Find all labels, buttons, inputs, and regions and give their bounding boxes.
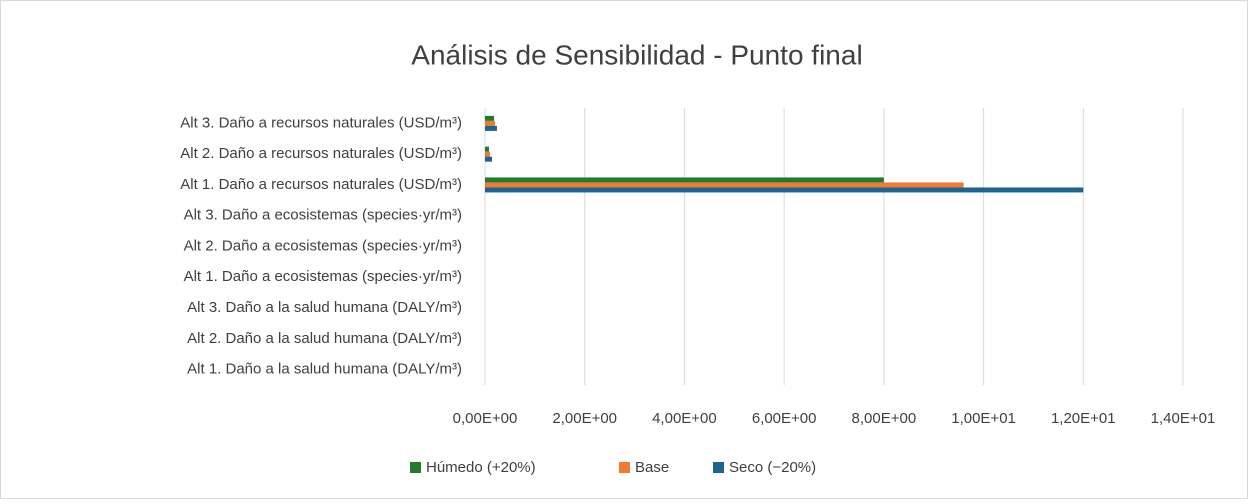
y-tick-label: Alt 3. Daño a la salud humana (DALY/m³) <box>187 299 462 316</box>
x-tick-label: 2,00E+00 <box>552 410 617 427</box>
x-tick-label: 1,20E+01 <box>1051 410 1116 427</box>
x-tick-label: 6,00E+00 <box>752 410 817 427</box>
x-tick-label: 1,40E+01 <box>1151 410 1216 427</box>
legend-swatch <box>619 462 630 473</box>
bar <box>485 125 497 131</box>
chart-title: Análisis de Sensibilidad - Punto final <box>411 39 862 70</box>
legend-label: Húmedo (+20%) <box>426 459 536 476</box>
bar <box>485 187 1084 193</box>
y-tick-label: Alt 1. Daño a la salud humana (DALY/m³) <box>187 361 462 378</box>
x-tick-label: 0,00E+00 <box>453 410 518 427</box>
bar <box>485 120 495 126</box>
y-tick-label: Alt 2. Daño a la salud humana (DALY/m³) <box>187 330 462 347</box>
bar <box>485 146 489 152</box>
legend-swatch <box>410 462 421 473</box>
y-tick-label: Alt 3. Daño a recursos naturales (USD/m³… <box>180 114 462 131</box>
bar <box>485 151 490 157</box>
y-tick-label: Alt 2. Daño a recursos naturales (USD/m³… <box>180 145 462 162</box>
bar <box>485 182 964 188</box>
y-tick-label: Alt 1. Daño a ecosistemas (species·yr/m³… <box>184 268 462 285</box>
y-tick-label: Alt 1. Daño a recursos naturales (USD/m³… <box>180 176 462 193</box>
y-tick-label: Alt 2. Daño a ecosistemas (species·yr/m³… <box>184 237 462 254</box>
y-tick-label: Alt 3. Daño a ecosistemas (species·yr/m³… <box>184 207 462 224</box>
bar <box>485 156 492 162</box>
x-tick-label: 4,00E+00 <box>652 410 717 427</box>
bar <box>485 115 494 121</box>
legend-swatch <box>713 462 724 473</box>
x-tick-label: 8,00E+00 <box>852 410 917 427</box>
legend-label: Seco (−20%) <box>729 459 816 476</box>
bar <box>485 177 884 183</box>
x-tick-label: 1,00E+01 <box>951 410 1016 427</box>
legend-label: Base <box>635 459 669 476</box>
